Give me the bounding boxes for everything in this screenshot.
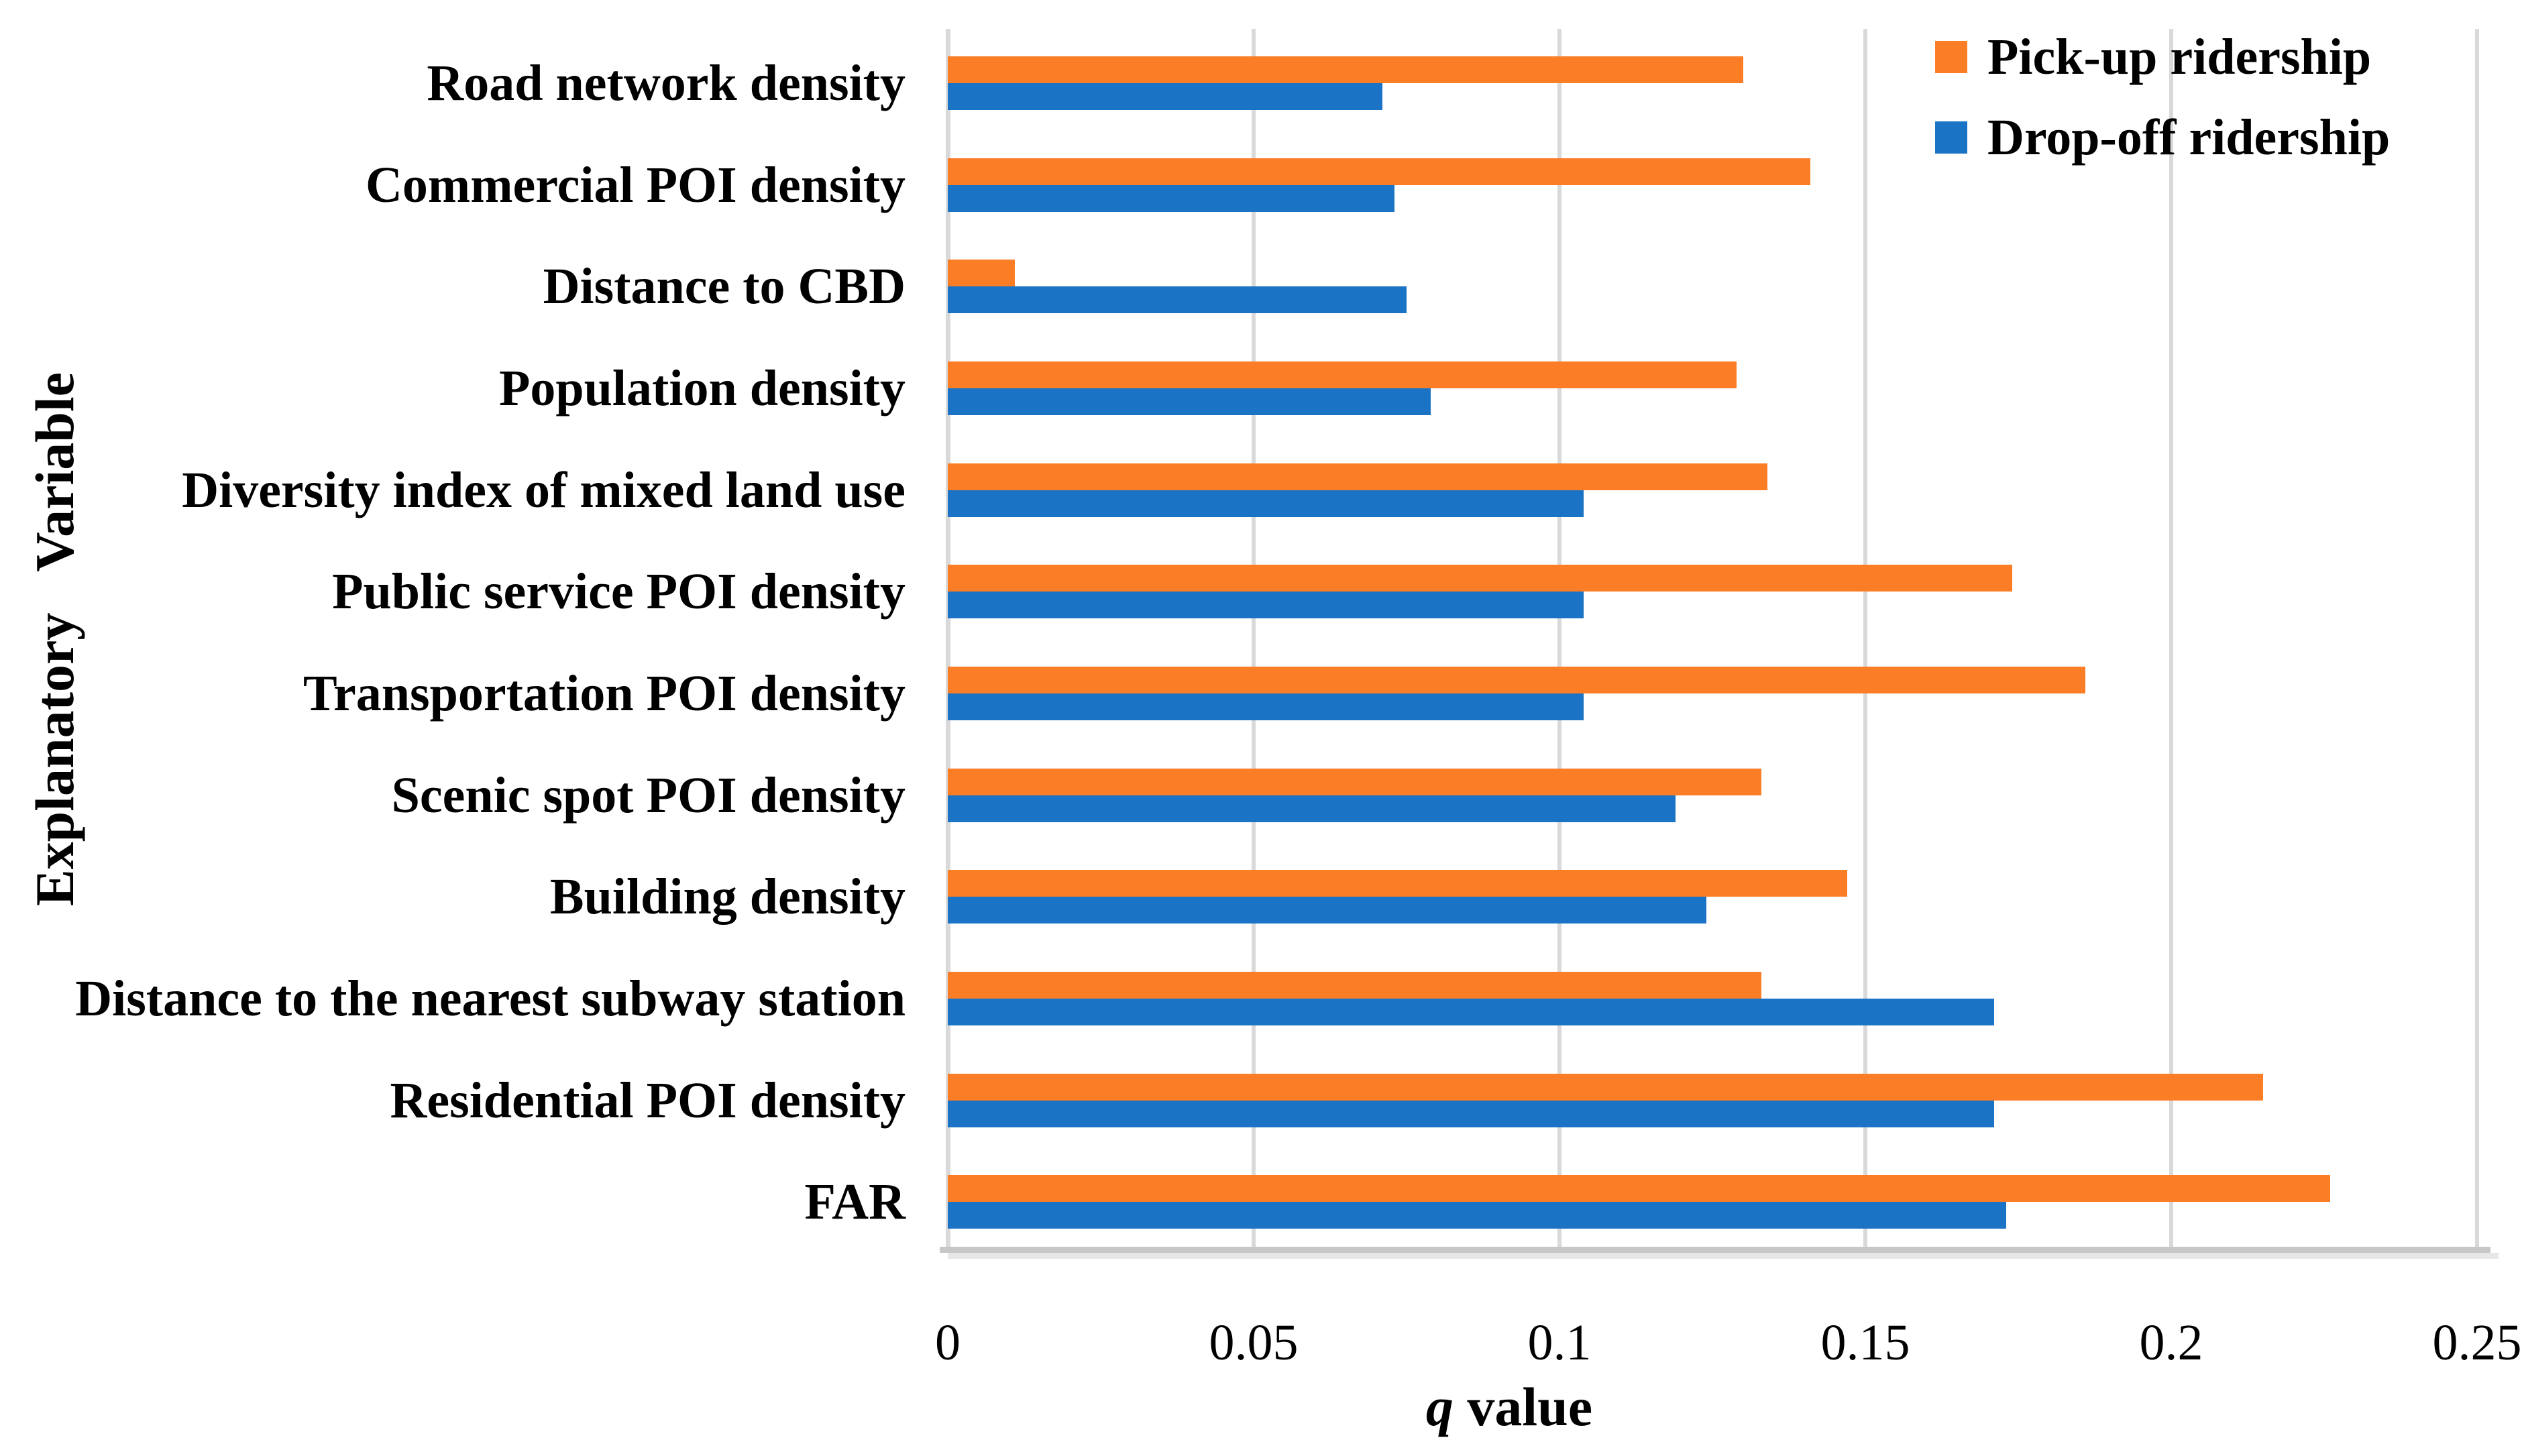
bar-pickup-3	[948, 361, 1737, 388]
bar-dropoff-1	[948, 184, 1394, 212]
category-label: Distance to CBD	[543, 258, 906, 315]
bar-dropoff-0	[948, 83, 1382, 110]
bar-pickup-0	[948, 56, 1743, 83]
category-label: Diversity index of mixed land use	[182, 461, 906, 518]
bar-dropoff-3	[948, 388, 1431, 415]
pickup-swatch-icon	[1935, 41, 1967, 73]
x-axis-line	[940, 1247, 2490, 1253]
bar-dropoff-2	[948, 286, 1407, 314]
x-axis-title: q value	[1426, 1374, 1592, 1441]
legend-item-dropoff: Drop-off ridership	[1935, 101, 2390, 174]
x-tick-label: 0	[935, 1314, 961, 1371]
x-tick-label: 0.05	[1209, 1314, 1299, 1371]
bar-pickup-7	[948, 768, 1761, 795]
x-tick-label: 0.2	[2139, 1314, 2203, 1371]
legend-item-pickup: Pick-up ridership	[1935, 20, 2390, 94]
bar-dropoff-6	[948, 693, 1584, 720]
legend-label-pickup: Pick-up ridership	[1987, 29, 2372, 85]
bar-pickup-9	[948, 972, 1761, 999]
category-labels: Road network density Commercial POI densi…	[0, 29, 906, 1249]
x-axis-title-q: q	[1425, 1376, 1454, 1437]
gridline	[2475, 29, 2479, 1249]
dropoff-swatch-icon	[1935, 121, 1967, 154]
bar-pickup-11	[948, 1175, 2331, 1202]
gridline	[2169, 29, 2173, 1249]
category-label: Commercial POI density	[366, 156, 906, 213]
bar-dropoff-8	[948, 897, 1706, 924]
x-tick-label: 0.25	[2432, 1314, 2522, 1371]
category-label: Scenic spot POI density	[391, 767, 906, 824]
category-label: Distance to the nearest subway station	[75, 970, 906, 1027]
bar-dropoff-5	[948, 592, 1584, 619]
category-label: Building density	[549, 869, 906, 926]
x-axis-title-rest: value	[1453, 1376, 1593, 1437]
gridline	[1252, 29, 1256, 1249]
bar-dropoff-7	[948, 795, 1676, 822]
category-label: Transportation POI density	[303, 665, 906, 722]
gridline	[1557, 29, 1561, 1249]
bar-dropoff-9	[948, 999, 1994, 1025]
gridline	[1863, 29, 1867, 1249]
bar-pickup-4	[948, 463, 1768, 490]
bar-dropoff-10	[948, 1100, 1994, 1127]
x-tick-label: 0.1	[1527, 1314, 1592, 1371]
category-label: FAR	[804, 1174, 906, 1231]
category-label: Road network density	[427, 55, 906, 111]
bar-pickup-10	[948, 1073, 2263, 1101]
category-label: Population density	[498, 360, 906, 416]
category-label: Public service POI density	[332, 563, 906, 620]
legend: Pick-up ridership Drop-off ridership	[1935, 20, 2390, 174]
bar-pickup-8	[948, 870, 1847, 897]
bar-pickup-1	[948, 158, 1810, 185]
y-axis-line	[946, 29, 950, 1249]
bar-dropoff-4	[948, 490, 1584, 517]
x-axis-ticks: 0 0.05 0.1 0.15 0.2 0.25	[935, 1309, 2522, 1383]
bar-pickup-2	[948, 260, 1016, 287]
bar-pickup-6	[948, 667, 2086, 693]
legend-label-dropoff: Drop-off ridership	[1987, 109, 2391, 166]
bar-pickup-5	[948, 565, 2012, 592]
x-tick-label: 0.15	[1820, 1314, 1910, 1371]
plot-area	[946, 29, 2479, 1249]
category-label: Residential POI density	[390, 1072, 906, 1129]
bar-dropoff-11	[948, 1202, 2006, 1229]
